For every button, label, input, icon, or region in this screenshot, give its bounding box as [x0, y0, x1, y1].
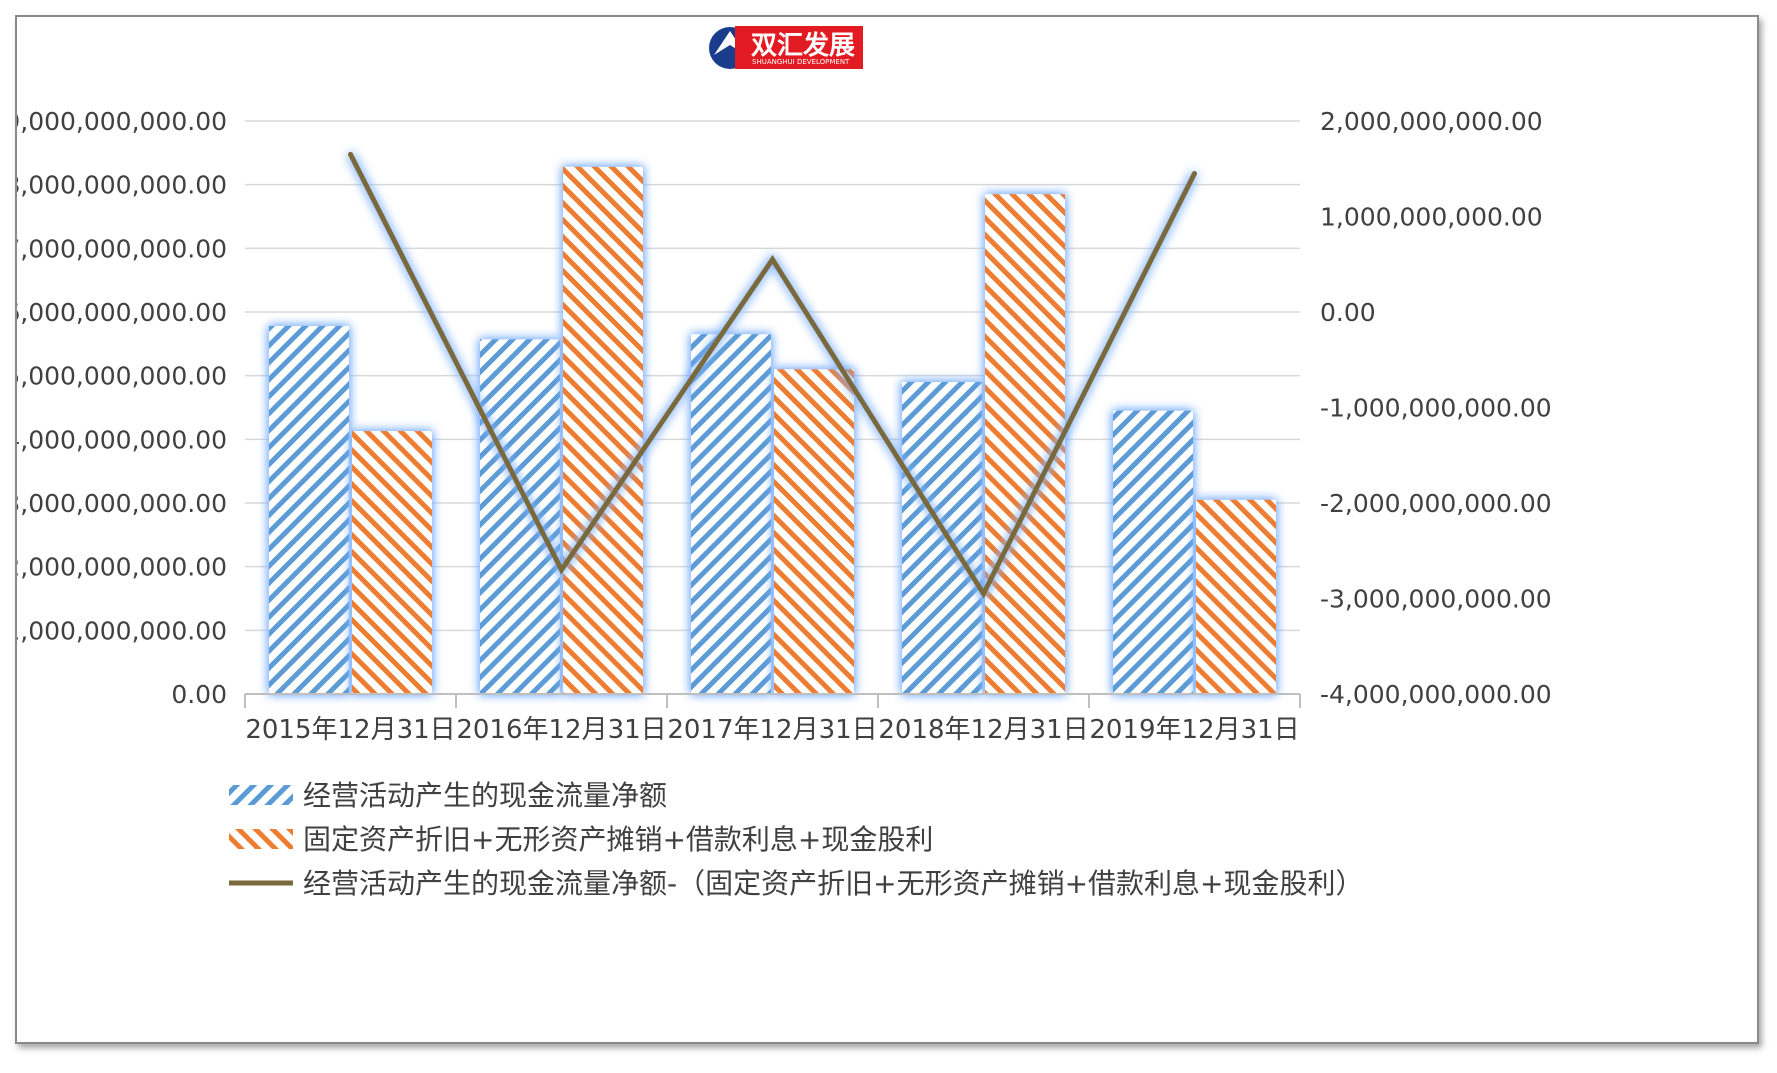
bars — [269, 166, 1276, 695]
right-tick-label: -1,000,000,000.00 — [1320, 394, 1552, 423]
legend-item: 经营活动产生的现金流量净额 — [229, 779, 667, 812]
legend: 经营活动产生的现金流量净额固定资产折旧+无形资产摊销+借款利息+现金股利经营活动… — [229, 779, 1364, 900]
difference-series-line — [348, 153, 1197, 599]
left-tick-label: 1,000,000,000.00 — [17, 616, 227, 645]
right-tick-label: 2,000,000,000.00 — [1320, 107, 1543, 136]
left-tick-label: 6,000,000,000.00 — [17, 298, 227, 327]
right-tick-label: 1,000,000,000.00 — [1320, 203, 1543, 232]
legend-label: 固定资产折旧+无形资产摊销+借款利息+现金股利 — [303, 823, 933, 856]
bar-depreciation-interest-dividend — [985, 194, 1065, 694]
x-tick-label: 2018年12月31日 — [878, 715, 1088, 745]
difference-series-point — [770, 256, 775, 262]
difference-series-point — [981, 591, 986, 597]
legend-swatch — [229, 829, 293, 849]
chart-canvas: 双汇发展 SHUANGHUI DEVELOPMENT 0.00 1,000,000… — [17, 26, 1552, 900]
left-tick-label: 5,000,000,000.00 — [17, 362, 227, 391]
chart-frame: 双汇发展 SHUANGHUI DEVELOPMENT 0.00 1,000,000… — [15, 15, 1759, 1044]
right-tick-label: -2,000,000,000.00 — [1320, 489, 1552, 518]
x-tick-label: 2017年12月31日 — [667, 715, 877, 745]
legend-label: 经营活动产生的现金流量净额-（固定资产折旧+无形资产摊销+借款利息+现金股利） — [303, 867, 1364, 900]
bar-operating-cash-flow — [1113, 410, 1193, 694]
bar-depreciation-interest-dividend — [563, 166, 643, 695]
legend-item: 经营活动产生的现金流量净额-（固定资产折旧+无形资产摊销+借款利息+现金股利） — [229, 867, 1364, 900]
x-tick-label: 2015年12月31日 — [245, 715, 455, 745]
legend-item: 固定资产折旧+无形资产摊销+借款利息+现金股利 — [229, 823, 933, 856]
left-tick-label: 7,000,000,000.00 — [17, 234, 227, 263]
left-tick-label: 4,000,000,000.00 — [17, 425, 227, 454]
bar-operating-cash-flow — [902, 382, 982, 694]
bar-depreciation-interest-dividend — [774, 369, 854, 694]
left-tick-label: 0.00 — [171, 680, 227, 709]
logo: 双汇发展 SHUANGHUI DEVELOPMENT — [709, 26, 863, 69]
logo-banner — [735, 26, 863, 69]
legend-swatch — [229, 785, 293, 805]
left-tick-label: 8,000,000,000.00 — [17, 171, 227, 200]
logo-text: 双汇发展 — [751, 30, 855, 61]
right-tick-label: -4,000,000,000.00 — [1320, 680, 1552, 709]
x-tick-label: 2019年12月31日 — [1089, 715, 1299, 745]
x-tick-label: 2016年12月31日 — [456, 715, 666, 745]
bar-operating-cash-flow — [269, 326, 349, 694]
x-axis: 2015年12月31日 2016年12月31日 2017年12月31日 2018年12… — [244, 693, 1301, 745]
difference-series-point — [1192, 171, 1197, 177]
left-tick-label: 9,000,000,000.00 — [17, 107, 227, 136]
logo-subtext: SHUANGHUI DEVELOPMENT — [752, 58, 850, 66]
bar-operating-cash-flow — [480, 339, 560, 694]
bar-operating-cash-flow — [691, 334, 771, 694]
difference-line — [348, 151, 1197, 599]
difference-series-point — [348, 151, 353, 157]
right-axis-ticks: -4,000,000,000.00 -3,000,000,000.00 -2,000… — [1320, 107, 1552, 709]
right-tick-label: 0.00 — [1320, 298, 1376, 327]
left-tick-label: 3,000,000,000.00 — [17, 489, 227, 518]
left-axis-ticks: 0.00 1,000,000,000.00 2,000,000,000.00 3,00… — [17, 107, 227, 709]
left-tick-label: 2,000,000,000.00 — [17, 553, 227, 582]
bar-depreciation-interest-dividend — [352, 431, 432, 694]
bar-depreciation-interest-dividend — [1196, 499, 1276, 694]
legend-label: 经营活动产生的现金流量净额 — [303, 779, 667, 812]
difference-series-point — [559, 567, 564, 573]
right-tick-label: -3,000,000,000.00 — [1320, 585, 1552, 614]
